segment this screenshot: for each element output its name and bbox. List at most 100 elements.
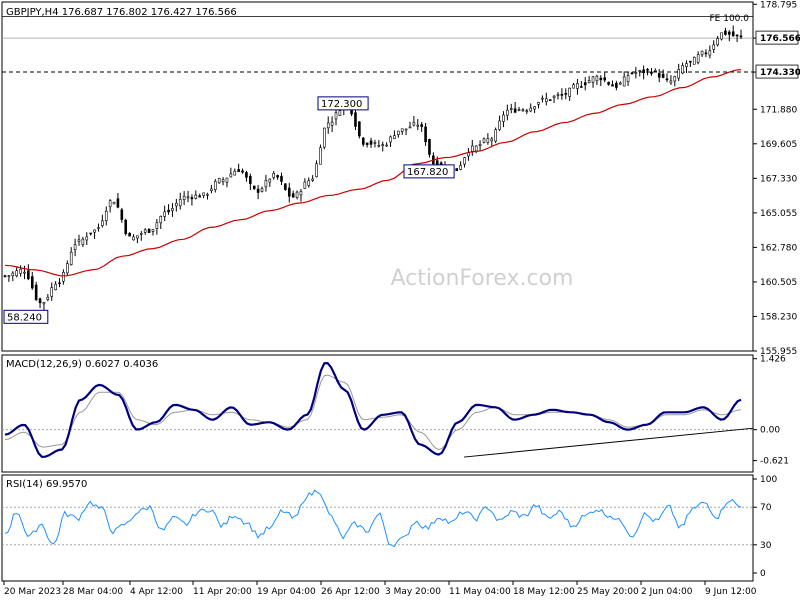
- x-tick-label: 2 Jun 04:00: [641, 587, 693, 597]
- price-tick-label: 165.055: [760, 209, 797, 219]
- macd-layer: [2, 361, 754, 459]
- candle-body: [66, 263, 69, 274]
- candle-body: [237, 169, 240, 172]
- candle-body: [143, 229, 147, 233]
- candle-body: [151, 229, 155, 232]
- x-tick-label: 25 May 20:00: [577, 587, 639, 597]
- candle-body: [416, 124, 420, 127]
- candle-body: [264, 179, 268, 188]
- candle-body: [108, 200, 112, 208]
- candle-body: [124, 219, 128, 234]
- candle-body: [397, 130, 400, 135]
- candle-body: [34, 284, 38, 300]
- candle-body: [42, 302, 46, 305]
- candle-body: [334, 112, 338, 120]
- candle-body: [69, 251, 73, 265]
- candle-body: [358, 121, 361, 137]
- candle-body: [615, 82, 618, 88]
- candle-body: [7, 275, 11, 277]
- candle-body: [217, 178, 221, 184]
- candle-body: [54, 283, 57, 291]
- level-line-label: 174.330: [760, 68, 800, 78]
- candle-body: [685, 63, 688, 67]
- candle-body: [634, 72, 638, 74]
- candle-body: [646, 68, 649, 71]
- x-tick-label: 18 May 12:00: [513, 587, 575, 597]
- macd-panel-frame: [1, 354, 754, 473]
- candle-body: [338, 110, 342, 116]
- candle-body: [572, 84, 575, 89]
- candle-body: [190, 197, 194, 200]
- candle-body: [46, 296, 50, 300]
- rsi-tick-label: 30: [760, 541, 772, 551]
- candle-body: [509, 108, 513, 110]
- macd-tick-label: 0.00: [760, 426, 780, 436]
- candle-body: [206, 194, 209, 196]
- candle-body: [112, 202, 116, 205]
- price-annotation-label: 172.300: [321, 99, 362, 110]
- candle-body: [233, 170, 237, 176]
- x-tick-label: 4 Apr 12:00: [130, 587, 183, 597]
- candle-body: [420, 124, 423, 127]
- candle-body: [735, 34, 739, 37]
- x-tick-label: 11 Apr 20:00: [193, 587, 252, 597]
- candle-body: [252, 185, 256, 189]
- macd-panel-title: MACD(12,26,9) 0.6027 0.4036: [6, 359, 158, 370]
- candle-body: [260, 188, 264, 192]
- candle-body: [591, 76, 595, 83]
- candle-body: [365, 142, 369, 145]
- candle-body: [408, 126, 412, 129]
- candle-body: [700, 50, 704, 56]
- candle-body: [323, 127, 326, 148]
- candle-body: [202, 192, 205, 196]
- candle-body: [89, 232, 92, 235]
- candle-body: [221, 179, 225, 183]
- candle-body: [506, 109, 509, 116]
- candle-body: [167, 209, 170, 213]
- candle-body: [128, 232, 131, 237]
- price-tick-label: 169.605: [760, 140, 797, 150]
- rsi-panel-title: RSI(14) 69.9570: [6, 479, 87, 490]
- candle-body: [478, 144, 482, 147]
- candle-body: [673, 76, 677, 82]
- candle-body: [517, 109, 521, 111]
- candle-body: [276, 175, 279, 178]
- candle-body: [256, 188, 260, 193]
- price-tick-label: 171.880: [760, 105, 797, 115]
- x-tick-label: 28 Mar 04:00: [63, 587, 123, 597]
- candle-body: [576, 83, 579, 89]
- price-annotation-label: 58.240: [7, 312, 42, 323]
- candle-body: [486, 138, 490, 143]
- candle-body: [178, 199, 182, 207]
- watermark-text: ActionForex.com: [391, 266, 574, 291]
- candle-body: [650, 71, 653, 74]
- candle-body: [696, 54, 700, 63]
- x-tick-label: 3 May 20:00: [385, 587, 441, 597]
- candle-body: [661, 73, 665, 78]
- candle-body: [428, 139, 431, 155]
- candle-body: [15, 270, 18, 277]
- candle-body: [704, 52, 708, 55]
- candle-body: [116, 198, 120, 208]
- macd-tick-label: 1.426: [760, 355, 786, 365]
- price-panel-frame: [1, 1, 754, 352]
- candle-body: [638, 70, 642, 72]
- candle-body: [147, 228, 151, 233]
- candle-body: [299, 191, 303, 196]
- candle-body: [599, 77, 603, 81]
- candle-body: [210, 188, 213, 191]
- candle-body: [81, 238, 85, 245]
- candle-body: [459, 165, 462, 170]
- candle-body: [626, 75, 630, 82]
- price-tick-label: 162.780: [760, 243, 797, 253]
- candle-body: [716, 38, 719, 46]
- candle-body: [38, 298, 42, 304]
- candle-body: [11, 272, 15, 277]
- candle-body: [474, 145, 478, 152]
- candle-body: [498, 120, 501, 130]
- price-layer: 58.240 172.300 167.820: [2, 15, 753, 324]
- candle-body: [73, 244, 77, 250]
- price-tick-label: 160.505: [760, 278, 797, 288]
- candle-body: [544, 98, 548, 103]
- candle-body: [225, 177, 229, 183]
